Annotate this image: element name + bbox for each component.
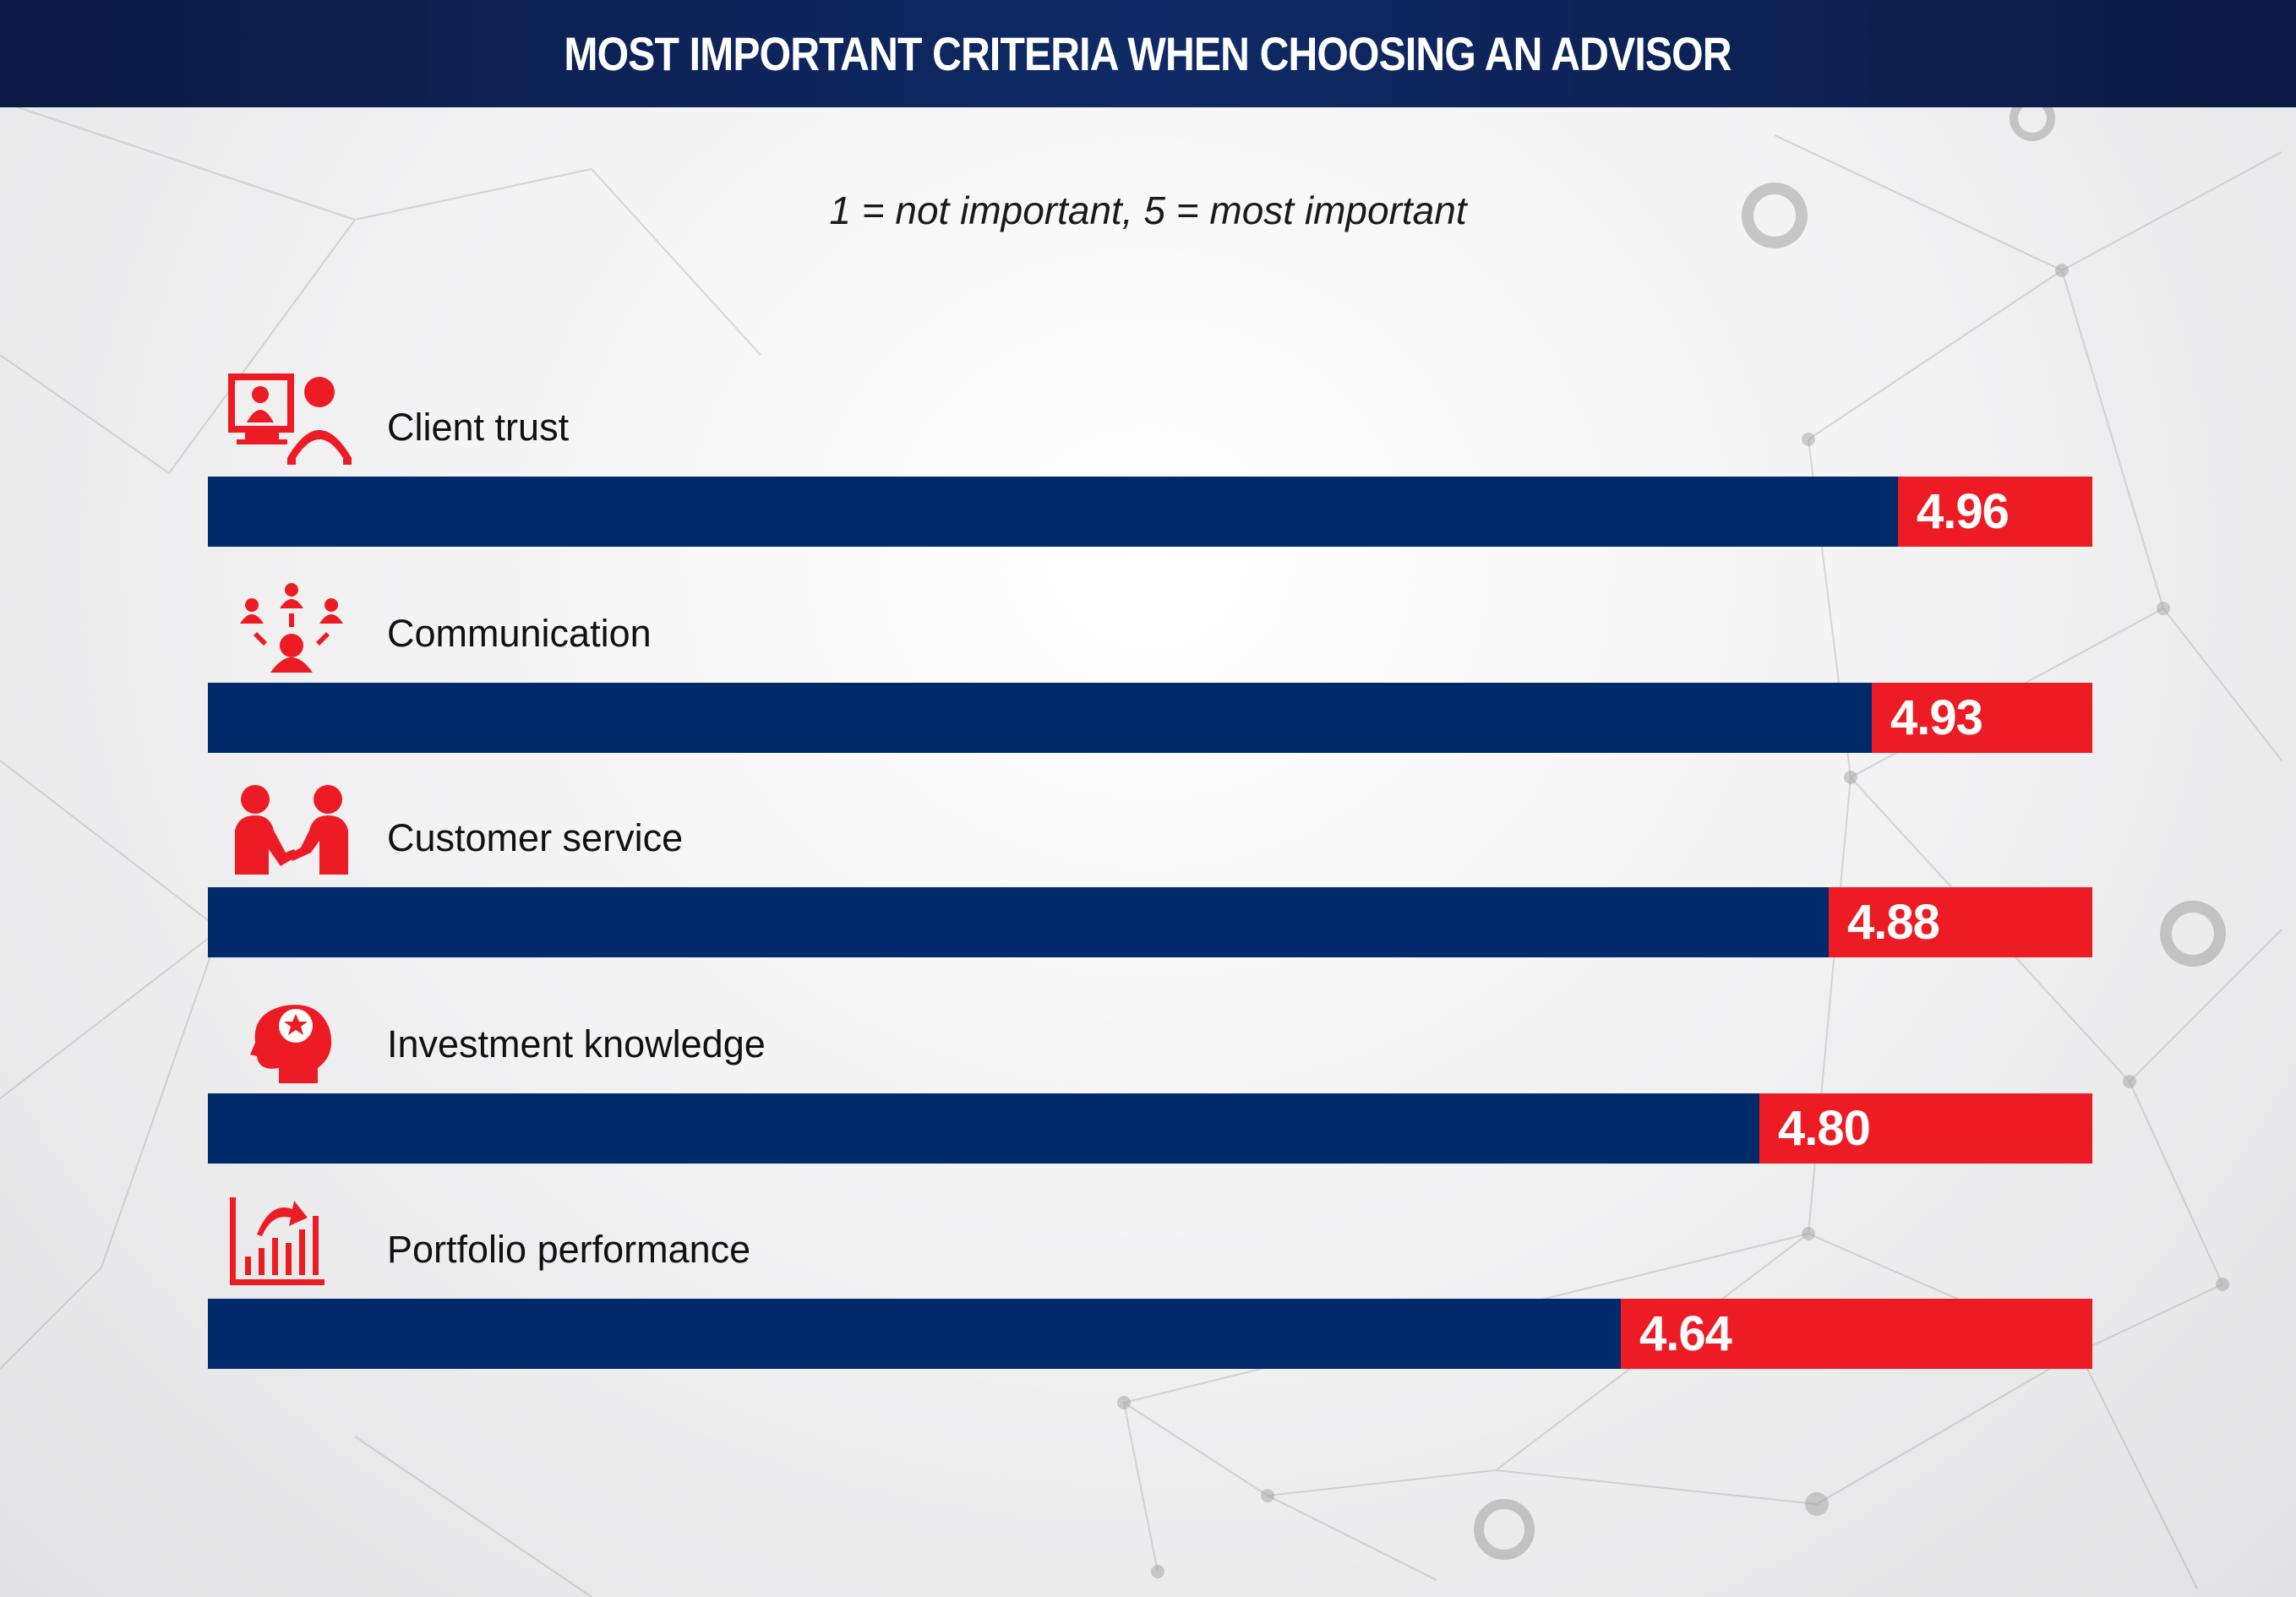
bar-track: 4.80 xyxy=(208,1093,2092,1164)
bar-track: 4.88 xyxy=(208,887,2092,957)
value-label: 4.80 xyxy=(1778,1101,1871,1156)
bar-fill xyxy=(208,1093,1759,1164)
growth-chart-icon xyxy=(228,1196,355,1289)
value-label: 4.88 xyxy=(1847,895,1940,950)
value-label: 4.93 xyxy=(1890,690,1983,745)
chart-title: MOST IMPORTANT CRITERIA WHEN CHOOSING AN… xyxy=(564,27,1732,80)
bar-fill xyxy=(208,1299,1621,1369)
bar-fill xyxy=(208,683,1872,753)
bar-fill xyxy=(208,887,1829,957)
category-label: Customer service xyxy=(387,816,684,859)
category-label: Client trust xyxy=(387,406,570,449)
header-banner: MOST IMPORTANT CRITERIA WHEN CHOOSING AN… xyxy=(0,0,2296,107)
bar-track: 4.96 xyxy=(208,477,2092,547)
team-network-icon xyxy=(228,580,355,673)
bar-row: Communication 4.93 xyxy=(208,580,2092,766)
bar-row: Customer service 4.88 xyxy=(208,784,2092,970)
bar-track: 4.64 xyxy=(208,1299,2092,1369)
category-label: Investment knowledge xyxy=(387,1022,766,1066)
video-meeting-icon xyxy=(228,373,355,466)
handshake-icon xyxy=(228,784,355,877)
category-label: Portfolio performance xyxy=(387,1228,751,1271)
category-label: Communication xyxy=(387,612,652,655)
bar-fill xyxy=(208,477,1898,547)
value-label: 4.96 xyxy=(1917,484,2010,539)
chart-subtitle: 1 = not important, 5 = most important xyxy=(829,188,1467,232)
bar-row: Portfolio performance 4.64 xyxy=(208,1196,2092,1382)
bar-track: 4.93 xyxy=(208,683,2092,753)
head-star-icon xyxy=(228,990,355,1083)
bar-row: Investment knowledge 4.80 xyxy=(208,990,2092,1176)
bar-row: Client trust 4.96 xyxy=(208,373,2092,559)
value-label: 4.64 xyxy=(1639,1306,1732,1361)
